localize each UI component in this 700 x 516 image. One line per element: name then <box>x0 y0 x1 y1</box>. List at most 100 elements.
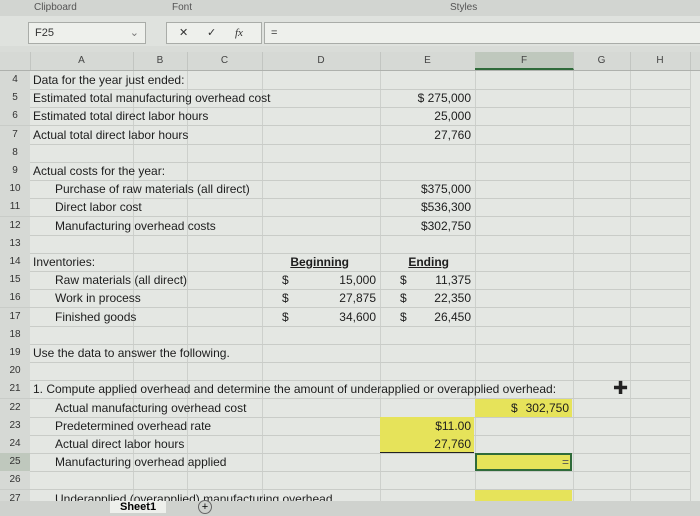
cell-a15[interactable]: Raw materials (all direct) <box>55 271 187 289</box>
row-header[interactable]: 23 <box>0 416 30 435</box>
row-header[interactable]: 24 <box>0 435 30 453</box>
chevron-down-icon[interactable]: ⌄ <box>129 27 139 39</box>
row-header[interactable]: 7 <box>0 125 30 144</box>
row-header[interactable]: 26 <box>0 471 30 490</box>
enter-icon[interactable]: ✓ <box>207 27 217 39</box>
name-box[interactable]: F25 ⌄ <box>28 22 146 44</box>
cell-a7[interactable]: Actual total direct labor hours <box>33 126 188 144</box>
cell-e10[interactable]: $375,000 <box>380 180 474 198</box>
cell-d14[interactable]: Beginning <box>262 253 379 271</box>
row-header[interactable]: 10 <box>0 180 30 199</box>
select-all-corner[interactable] <box>0 52 31 70</box>
worksheet-grid[interactable]: 4 Data for the year just ended: 5 Estimated… <box>0 71 700 509</box>
cell-a6[interactable]: Estimated total direct labor hours <box>33 107 208 125</box>
cell-d15[interactable]: $15,000 <box>262 271 379 289</box>
cell-a19[interactable]: Use the data to answer the following. <box>33 344 230 362</box>
column-header-c[interactable]: C <box>187 52 263 70</box>
sheet-tab-bar: Sheet1 + <box>0 500 700 516</box>
cell-text: $11.00 <box>435 418 471 433</box>
row-header[interactable]: 14 <box>0 253 30 271</box>
cell-e17[interactable]: $26,450 <box>380 308 474 326</box>
add-sheet-button[interactable]: + <box>198 500 212 514</box>
sheet-tab[interactable]: Sheet1 <box>110 501 167 513</box>
cell-e14[interactable]: Ending <box>380 253 474 271</box>
cell-text: Manufacturing overhead applied <box>55 455 227 470</box>
row-header[interactable]: 25 <box>0 453 30 472</box>
row-7: 7 Actual total direct labor hours 27,760 <box>0 125 690 145</box>
insert-function-icon[interactable]: fx <box>235 27 243 39</box>
row-header[interactable]: 20 <box>0 362 30 381</box>
cell-text: 22,350 <box>434 291 471 306</box>
column-header-d[interactable]: D <box>262 52 381 70</box>
row-header[interactable]: 19 <box>0 344 30 362</box>
cell-a24[interactable]: Actual direct labor hours <box>55 435 184 453</box>
cell-text: 1. Compute applied overhead and determin… <box>33 382 557 397</box>
row-header[interactable]: 16 <box>0 289 30 308</box>
row-header[interactable]: 9 <box>0 162 30 180</box>
row-header[interactable]: 11 <box>0 198 30 217</box>
cell-e6[interactable]: 25,000 <box>380 107 474 125</box>
row-14: 14 Inventories: Beginning Ending <box>0 253 690 272</box>
cell-f25[interactable]: = <box>475 453 572 472</box>
cell-a9[interactable]: Actual costs for the year: <box>33 162 165 180</box>
currency-symbol: $ <box>282 273 289 288</box>
cell-a4[interactable]: Data for the year just ended: <box>33 71 184 89</box>
ribbon-group-labels: Clipboard Font Styles <box>0 0 700 17</box>
column-header-b[interactable]: B <box>133 52 188 70</box>
ribbon-font[interactable]: Font <box>172 2 193 13</box>
cell-e5[interactable]: $ 275,000 <box>380 89 474 107</box>
cell-a5[interactable]: Estimated total manufacturing overhead c… <box>33 89 270 107</box>
cell-d16[interactable]: $27,875 <box>262 289 379 307</box>
cell-e7[interactable]: 27,760 <box>380 126 474 144</box>
row-16: 16 Work in process $27,875 $22,350 <box>0 289 690 309</box>
cell-e24[interactable]: 27,760 <box>380 435 474 453</box>
row-header[interactable]: 15 <box>0 271 30 290</box>
cell-text: 15,000 <box>339 273 376 288</box>
cancel-icon[interactable]: ✕ <box>179 27 189 39</box>
row-header[interactable]: 5 <box>0 89 30 108</box>
cell-a17[interactable]: Finished goods <box>55 308 136 326</box>
cell-f22[interactable]: $302,750 <box>475 398 572 417</box>
column-header-a[interactable]: A <box>30 52 134 70</box>
row-header[interactable]: 4 <box>0 71 30 89</box>
row-header[interactable]: 6 <box>0 107 30 126</box>
cell-d17[interactable]: $34,600 <box>262 308 379 326</box>
column-header-e[interactable]: E <box>380 52 476 70</box>
row-header[interactable]: 13 <box>0 234 30 253</box>
column-header-h[interactable]: H <box>630 52 691 70</box>
cell-e16[interactable]: $22,350 <box>380 289 474 307</box>
row-header[interactable]: 18 <box>0 325 30 344</box>
row-header[interactable]: 8 <box>0 143 30 162</box>
cell-a21[interactable]: 1. Compute applied overhead and determin… <box>33 380 556 398</box>
cell-a14[interactable]: Inventories: <box>33 253 95 271</box>
row-header[interactable]: 21 <box>0 380 30 399</box>
cell-e11[interactable]: $536,300 <box>380 198 474 216</box>
row-header[interactable]: 12 <box>0 216 30 235</box>
cell-text: 11,375 <box>435 273 471 288</box>
row-21: 21 1. Compute applied overhead and determ… <box>0 380 690 400</box>
column-header-f[interactable]: F <box>475 52 574 70</box>
row-8: 8 <box>0 143 690 163</box>
cell-a10[interactable]: Purchase of raw materials (all direct) <box>55 180 250 198</box>
formula-input[interactable]: = <box>264 22 700 44</box>
cell-a11[interactable]: Direct labor cost <box>55 198 142 216</box>
ribbon-clipboard[interactable]: Clipboard <box>34 2 77 13</box>
currency-symbol: $ <box>511 400 518 415</box>
cell-a12[interactable]: Manufacturing overhead costs <box>55 217 216 235</box>
row-24: 24 Actual direct labor hours 27,760 <box>0 435 690 454</box>
cell-a16[interactable]: Work in process <box>55 289 141 307</box>
ribbon-styles[interactable]: Styles <box>450 2 478 13</box>
column-header-g[interactable]: G <box>573 52 631 70</box>
cell-e15[interactable]: $11,375 <box>380 271 474 289</box>
cell-text: $536,300 <box>420 200 471 215</box>
cell-a25[interactable]: Manufacturing overhead applied <box>55 453 226 471</box>
row-header[interactable]: 17 <box>0 307 30 326</box>
cell-a22[interactable]: Actual manufacturing overhead cost <box>55 399 246 417</box>
cell-text: Actual costs for the year: <box>33 164 166 178</box>
row-19: 19 Use the data to answer the following. <box>0 344 690 363</box>
cell-a23[interactable]: Predetermined overhead rate <box>55 417 211 435</box>
row-header[interactable]: 22 <box>0 398 30 417</box>
cell-e23[interactable]: $11.00 <box>380 416 474 435</box>
cell-e12[interactable]: $302,750 <box>380 217 474 235</box>
